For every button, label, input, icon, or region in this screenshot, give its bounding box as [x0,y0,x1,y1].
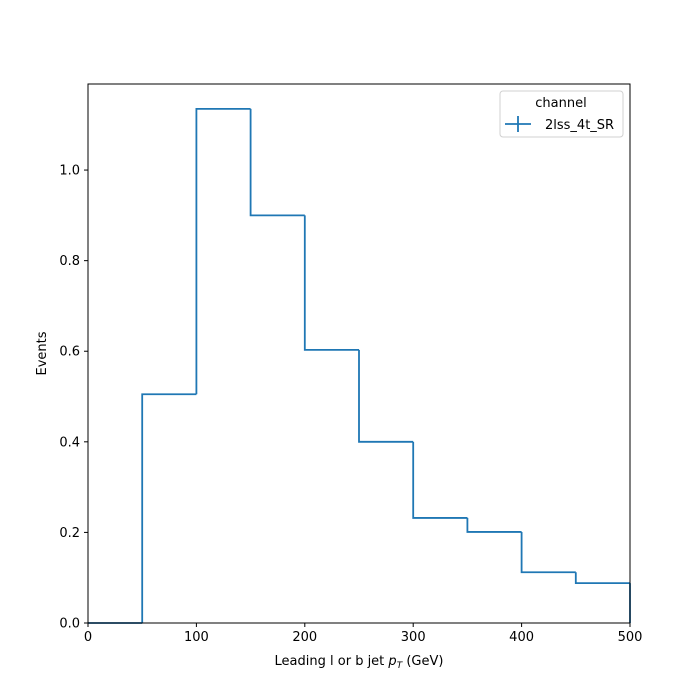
y-tick-label: 0.4 [59,435,80,450]
x-tick-label: 500 [618,630,643,645]
axis-ticks: 0 100 200 300 400 500 0.0 0.2 0.4 0.6 0.8 1.0 [59,164,642,645]
histogram-bin [466,517,522,533]
y-axis-label: Events [35,331,50,375]
x-axis-label-sub: T [397,661,404,671]
axes-frame [87,83,631,624]
y-tick-label: 0.6 [59,345,80,360]
histogram-bin [249,108,305,217]
histogram-bin [358,349,414,443]
y-tick-label: 0.0 [59,617,80,632]
legend: channel 2lss_4t_SR [499,90,624,138]
histogram-bin [141,393,197,623]
y-tick-label: 0.2 [59,526,80,541]
plot-area [88,108,631,624]
y-tick-label: 1.0 [59,164,80,179]
legend-entry-label: 2lss_4t_SR [545,118,614,133]
legend-title: channel [535,96,586,111]
legend-box [499,90,624,138]
x-axis-label-suffix: (GeV) [402,654,443,669]
histogram-bin [303,215,359,351]
histogram-bin [412,441,468,519]
x-tick-label: 100 [184,630,209,645]
histogram-bin [195,108,251,395]
histogram-bin [574,572,630,585]
x-axis-label-var: p [387,654,396,669]
x-tick-label: 400 [509,630,534,645]
histogram-bin [520,531,576,574]
x-tick-label: 200 [292,630,317,645]
x-axis-label: Leading l or b jet pT (GeV) [275,654,444,671]
x-tick-label: 300 [401,630,426,645]
x-tick-label: 0 [84,630,92,645]
y-tick-label: 0.8 [59,254,80,269]
x-axis-label-prefix: Leading l or b jet [275,654,389,669]
